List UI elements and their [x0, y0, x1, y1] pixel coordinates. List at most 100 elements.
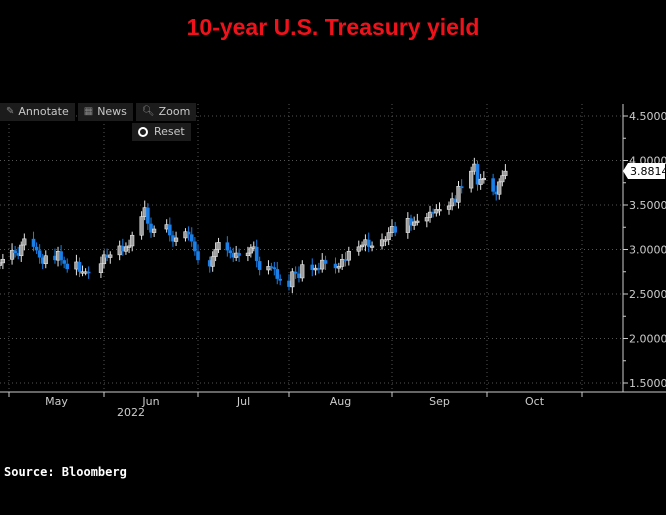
- candle-body: [139, 216, 144, 236]
- candle-body: [65, 263, 70, 270]
- candle-body: [278, 278, 282, 281]
- candle-body: [98, 263, 104, 273]
- candle-body: [257, 261, 262, 270]
- candle-body: [346, 250, 351, 261]
- candle-body: [453, 198, 458, 203]
- candle-body: [272, 267, 277, 270]
- candle-body: [269, 266, 274, 268]
- candle-body: [494, 191, 498, 195]
- candle-body: [456, 186, 461, 203]
- candle-body: [478, 178, 483, 185]
- candle-body: [254, 246, 259, 262]
- newspaper-icon: ▦: [83, 106, 94, 117]
- candle-body: [343, 259, 348, 261]
- candle-body: [123, 246, 129, 252]
- candle-body: [275, 269, 280, 279]
- candle-body: [105, 254, 109, 258]
- candle-body: [472, 163, 477, 172]
- candle-body: [40, 257, 45, 264]
- source-note: Source: Bloomberg: [4, 465, 127, 479]
- candle-body: [53, 255, 57, 261]
- annotate-button[interactable]: ✎ Annotate: [0, 103, 75, 121]
- candle-body: [383, 239, 388, 242]
- candle-body: [55, 250, 61, 261]
- candle-body: [450, 198, 455, 207]
- candle-body: [393, 226, 397, 233]
- candle-body: [0, 258, 5, 264]
- candle-body: [142, 207, 147, 217]
- candle-body: [497, 181, 502, 195]
- candle-body: [503, 170, 508, 176]
- candle-body: [231, 253, 236, 258]
- y-tick-label: 3.5000: [629, 199, 666, 212]
- reset-button[interactable]: Reset: [132, 123, 191, 141]
- candle-body: [213, 249, 218, 257]
- candle-body: [101, 254, 107, 265]
- candle-body: [164, 224, 169, 230]
- candle-body: [149, 223, 153, 233]
- y-tick-label: 2.0000: [629, 333, 666, 346]
- zoom-label: Zoom: [158, 105, 191, 118]
- candle-body: [379, 239, 385, 247]
- candle-body: [405, 218, 410, 233]
- candle-body: [62, 260, 66, 264]
- candle-body: [323, 260, 328, 264]
- candle-body: [130, 234, 135, 247]
- x-tick-label: Oct: [525, 395, 545, 408]
- candle-body: [108, 254, 113, 258]
- candle-body: [19, 244, 24, 257]
- candle-body: [412, 221, 417, 226]
- candle-body: [189, 234, 194, 242]
- candle-body: [248, 247, 253, 254]
- candle-body: [225, 242, 230, 251]
- x-tick-label: Sep: [429, 395, 450, 408]
- x-tick-label: Jun: [141, 395, 159, 408]
- candle-body: [475, 164, 480, 185]
- candle-body: [481, 178, 486, 181]
- x-year-label: 2022: [117, 406, 145, 419]
- candle-body: [77, 261, 82, 272]
- candle-body: [356, 246, 361, 252]
- candle-body: [310, 264, 315, 270]
- candle-body: [59, 251, 63, 261]
- candle-body: [300, 264, 305, 279]
- candle-body: [86, 271, 91, 274]
- candle-body: [193, 241, 197, 252]
- candle-body: [336, 266, 341, 269]
- candle-body: [431, 212, 435, 214]
- chart-toolbar: ✎ Annotate ▦ News 🔍︎ Zoom: [0, 103, 197, 121]
- candle-body: [446, 205, 452, 210]
- candle-body: [500, 175, 505, 183]
- candle-body: [37, 250, 42, 258]
- reset-label: Reset: [154, 125, 185, 138]
- candle-body: [340, 258, 345, 267]
- candle-body: [210, 256, 215, 267]
- news-button[interactable]: ▦ News: [77, 103, 133, 121]
- candle-body: [386, 232, 391, 241]
- candle-body: [186, 231, 191, 235]
- zoom-button[interactable]: 🔍︎ Zoom: [135, 103, 197, 121]
- magnifier-icon: 🔍︎: [141, 106, 155, 117]
- last-price-label: 3.8814: [630, 165, 666, 178]
- chart-title: 10-year U.S. Treasury yield: [186, 14, 480, 40]
- candle-body: [152, 228, 157, 233]
- candle-body: [43, 255, 48, 265]
- candle-body: [437, 209, 442, 212]
- pencil-icon: ✎: [6, 106, 15, 117]
- x-tick-label: May: [45, 395, 68, 408]
- x-tick-label: Aug: [330, 395, 351, 408]
- candle-body: [409, 218, 413, 226]
- candle-body: [427, 211, 433, 218]
- candle-body: [228, 250, 233, 254]
- candle-body: [16, 253, 20, 256]
- candle-body: [369, 245, 375, 248]
- candle-body: [320, 259, 325, 270]
- candle-body: [207, 260, 212, 267]
- candle-body: [146, 207, 150, 224]
- news-label: News: [97, 105, 127, 118]
- candle-body: [196, 251, 200, 261]
- candle-body: [491, 178, 495, 192]
- candle-body: [359, 244, 365, 248]
- candle-body: [13, 250, 17, 254]
